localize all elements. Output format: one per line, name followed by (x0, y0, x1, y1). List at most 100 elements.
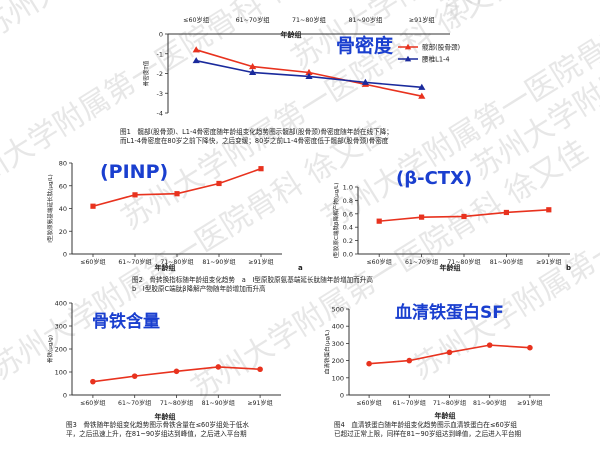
x-tick-label: 61~70岁组 (118, 258, 151, 266)
x-tick-label: 81~90岁组 (202, 399, 235, 407)
x-tick-label: 81~90岁组 (202, 258, 235, 266)
y-tick-label: 0 (63, 392, 67, 400)
x-tick-label: ≤60岁组 (80, 399, 105, 407)
y-tick-label: -4 (157, 110, 163, 118)
legend-label: 髋部(股骨颈) (422, 43, 460, 52)
data-point (376, 218, 382, 224)
overlay-label: (β-CTX) (396, 168, 472, 189)
y-tick-label: 0.8 (343, 197, 353, 205)
figure-caption-line: 平，之后迅速上升，在81~90岁组达到峰值，之后进入平台期 (66, 429, 247, 438)
y-tick-label: 300 (332, 340, 344, 348)
x-tick-label: ≤60岁组 (80, 258, 105, 266)
x-tick-label: 81~90岁组 (490, 258, 523, 266)
chart-fig4: 0 100 200 300 400 500 ≤60岁组 61~70岁组 71~80岁组 81~90… (323, 302, 550, 438)
data-point (192, 46, 200, 53)
data-point (305, 68, 313, 76)
x-axis-label: 年龄组 (435, 411, 456, 420)
x-tick-label: 81~90岁组 (348, 15, 383, 24)
data-point (546, 207, 552, 213)
y-tick-label: 400 (332, 323, 344, 331)
data-point (419, 214, 425, 220)
x-axis-label: 年龄组 (155, 412, 176, 421)
y-tick-label: 0.0 (343, 251, 353, 259)
panel-letter: a (298, 264, 303, 272)
data-point (258, 166, 264, 172)
x-tick-label: 71~80岁组 (447, 258, 480, 266)
figure-caption-line: b Ⅰ型胶原C端肽β降解产物随年龄增加而升高 (132, 284, 266, 293)
x-tick-label: ≥91岁组 (247, 399, 272, 407)
data-point (418, 83, 426, 90)
chart-fig2b: 0.0 0.2 0.4 0.6 0.8 1.0 ≤60岁组 61~70岁组 71~80岁组 81~… (132, 168, 571, 293)
data-point (418, 92, 426, 99)
y-tick-label: -1 (157, 50, 163, 58)
x-tick-label: 61~70岁组 (405, 258, 438, 266)
y-tick-label: -2 (157, 70, 163, 78)
y-tick-label: 0 (159, 31, 163, 39)
y-tick-label: 1.0 (343, 184, 353, 192)
panel-letter: b (566, 264, 571, 272)
x-tick-label: ≤60岁组 (356, 399, 381, 407)
y-tick-label: 100 (332, 374, 344, 382)
x-tick-label: ≥91岁组 (517, 399, 542, 407)
x-axis-label: 年龄组 (281, 30, 302, 39)
y-tick-label: 40 (59, 205, 67, 213)
data-point (90, 378, 96, 385)
legend-marker (404, 55, 412, 62)
overlay-label: (PⅠNP) (100, 161, 168, 183)
y-tick-label: 0.4 (343, 224, 353, 232)
x-tick-label: 71~80岁组 (160, 258, 193, 266)
data-point (461, 213, 467, 220)
x-tick-label: 71~80岁组 (292, 15, 327, 24)
data-point (503, 209, 509, 216)
chart-fig3: 0 100 200 300 400 ≤60岁组 61~70岁组 71~80岁组 81~90岁组 ≥… (46, 300, 281, 438)
y-axis-label: Ⅰ型胶原C端肽β降解产物(µg/L) (332, 183, 340, 259)
x-tick-label: 71~80岁组 (433, 399, 466, 407)
y-axis-label: 血清铁蛋白(µg/L) (323, 330, 331, 374)
x-tick-label: 61~70岁组 (236, 15, 271, 24)
y-tick-label: 0.2 (343, 237, 353, 245)
figure-caption-line: 图3 骨铁随年龄组变化趋势图示骨铁含量在≤60岁组处于低水 (66, 420, 249, 429)
data-point (131, 373, 138, 379)
overlay-label: 血清铁蛋白SF (395, 302, 504, 323)
x-tick-label: 61~70岁组 (393, 399, 426, 407)
data-point (90, 203, 96, 209)
y-tick-label: 100 (55, 369, 67, 377)
data-point (361, 78, 369, 85)
charts-layer: 0 -1 -2 -3 -4 ≤60岁组 61~70岁组 71~80岁组 81~90岁组 ≥91岁组… (46, 15, 571, 438)
y-tick-label: 200 (55, 346, 67, 354)
data-point (249, 62, 257, 70)
data-point (486, 342, 493, 348)
y-tick-label: 200 (332, 357, 344, 365)
y-tick-label: 20 (59, 228, 67, 236)
data-point (216, 180, 222, 187)
data-point (257, 366, 263, 373)
figure-caption-line: 图1 髋部(股骨颈)、L1-4骨密度随年龄组变化趋势图示髋部(股骨颈)骨密度随年… (120, 127, 393, 136)
data-point (132, 192, 138, 198)
data-point (527, 344, 533, 351)
data-point (215, 364, 222, 370)
y-axis-label: 骨铁(µg/g) (46, 335, 54, 363)
x-tick-label: 71~80岁组 (160, 399, 193, 407)
x-tick-label: 81~90岁组 (473, 399, 506, 407)
data-point (174, 191, 180, 197)
y-tick-label: 0 (340, 392, 344, 400)
figure-caption-line: 已超过正常上限，同样在81~90岁组达到峰值，之后进入平台期 (334, 429, 522, 438)
x-tick-label: ≥91岁组 (409, 15, 436, 24)
data-point (305, 72, 313, 79)
y-tick-label: 80 (59, 160, 67, 168)
data-point (446, 349, 453, 356)
y-tick-label: 300 (55, 323, 67, 331)
y-tick-label: 0 (63, 251, 67, 259)
legend-label: 腰椎L1-4 (422, 55, 450, 64)
y-tick-label: 0.6 (343, 210, 353, 218)
x-tick-label: ≥91岁组 (536, 258, 561, 266)
overlay-label: 骨铁含量 (92, 311, 160, 332)
x-axis-label: 年龄组 (155, 263, 176, 272)
data-point (173, 368, 180, 375)
data-point (192, 57, 200, 64)
y-tick-label: 60 (59, 182, 67, 190)
figure-caption-line: 图4 血清铁蛋白随年龄组变化趋势图示血清铁蛋白在≤60岁组 (334, 420, 517, 429)
data-point (406, 357, 413, 364)
x-tick-label: ≤60岁组 (366, 258, 391, 266)
